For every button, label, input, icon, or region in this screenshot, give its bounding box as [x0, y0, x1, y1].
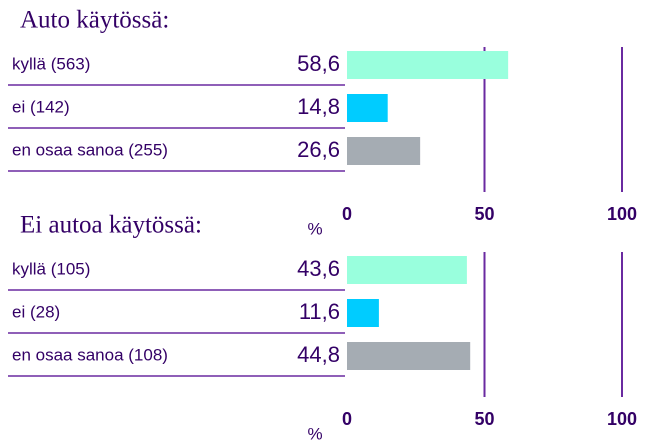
value-label: 58,6	[297, 51, 340, 76]
x-tick-label: 0	[342, 409, 352, 429]
bar	[347, 256, 467, 284]
value-label: 44,8	[297, 342, 340, 367]
bar	[347, 137, 421, 165]
value-label: 14,8	[297, 94, 340, 119]
bar	[347, 299, 379, 327]
x-tick-label: 100	[607, 409, 637, 429]
value-label: 43,6	[297, 256, 340, 281]
bar	[347, 342, 471, 370]
value-label: 11,6	[299, 299, 340, 324]
category-label: en osaa sanoa (255)	[12, 140, 168, 159]
x-tick-label: 0	[342, 204, 352, 224]
category-label: kyllä (563)	[12, 54, 90, 73]
category-label: kyllä (105)	[12, 259, 90, 278]
category-label: en osaa sanoa (108)	[12, 345, 168, 364]
category-label: ei (142)	[12, 97, 70, 116]
x-tick-label: 50	[474, 204, 494, 224]
bar	[347, 51, 509, 79]
panel-title: Auto käytössä:	[20, 7, 169, 34]
category-label: ei (28)	[12, 302, 60, 321]
bar	[347, 94, 388, 122]
panel-title: Ei autoa käytössä:	[20, 212, 202, 239]
x-tick-label: 50	[474, 409, 494, 429]
x-tick-label: 100	[607, 204, 637, 224]
x-axis-label: %	[307, 424, 322, 443]
x-axis-label: %	[307, 219, 322, 238]
value-label: 26,6	[297, 137, 340, 162]
